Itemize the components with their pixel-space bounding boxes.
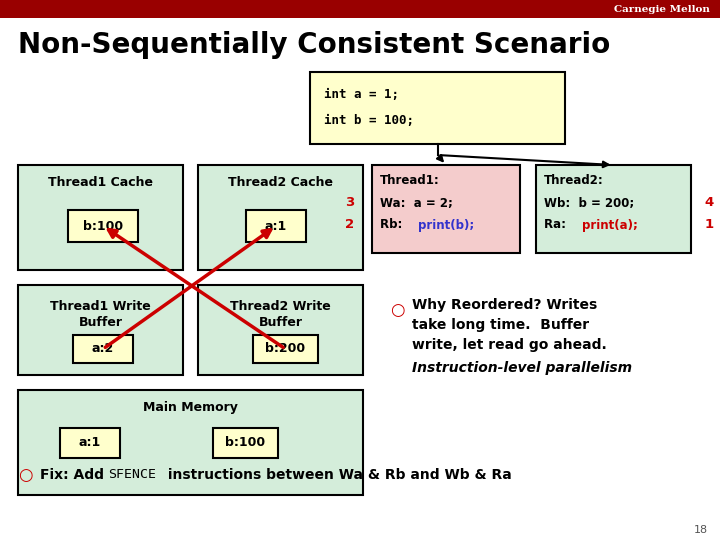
- Text: Thread1 Write: Thread1 Write: [50, 300, 151, 314]
- Bar: [310, 72, 565, 144]
- Text: 2: 2: [346, 219, 354, 232]
- Text: Thread2:: Thread2:: [544, 173, 604, 186]
- Text: 3: 3: [346, 197, 355, 210]
- Bar: [18, 285, 183, 375]
- Bar: [60, 428, 120, 458]
- Bar: [73, 335, 133, 363]
- Text: instructions between Wa & Rb and Wb & Ra: instructions between Wa & Rb and Wb & Ra: [163, 468, 512, 482]
- Text: a:1: a:1: [265, 219, 287, 233]
- Text: SFENCE: SFENCE: [108, 469, 156, 482]
- Text: Carnegie Mellon: Carnegie Mellon: [614, 4, 710, 14]
- Bar: [246, 210, 306, 242]
- Bar: [213, 428, 278, 458]
- Text: 4: 4: [704, 197, 714, 210]
- Text: Thread1:: Thread1:: [380, 173, 440, 186]
- Text: Fix: Add: Fix: Add: [40, 468, 109, 482]
- Text: write, let read go ahead.: write, let read go ahead.: [412, 338, 607, 352]
- Text: 18: 18: [694, 525, 708, 535]
- Bar: [372, 165, 520, 253]
- Bar: [68, 210, 138, 242]
- Text: ○: ○: [18, 466, 32, 484]
- Text: ○: ○: [390, 301, 405, 319]
- Text: Thread2 Write: Thread2 Write: [230, 300, 331, 314]
- Text: int b = 100;: int b = 100;: [324, 113, 414, 126]
- Bar: [18, 390, 363, 495]
- Bar: [18, 165, 183, 270]
- Text: Why Reordered? Writes: Why Reordered? Writes: [412, 298, 598, 312]
- Text: Thread1 Cache: Thread1 Cache: [48, 177, 153, 190]
- Text: Ra:: Ra:: [544, 219, 578, 232]
- Text: take long time.  Buffer: take long time. Buffer: [412, 318, 589, 332]
- Text: Buffer: Buffer: [78, 316, 122, 329]
- Text: Wa:  a = 2;: Wa: a = 2;: [380, 197, 453, 210]
- Bar: [198, 285, 363, 375]
- Text: Instruction-level parallelism: Instruction-level parallelism: [412, 361, 632, 375]
- Bar: [536, 165, 691, 253]
- Text: Non-Sequentially Consistent Scenario: Non-Sequentially Consistent Scenario: [18, 31, 611, 59]
- Bar: [253, 335, 318, 363]
- Bar: [198, 165, 363, 270]
- Text: Thread2 Cache: Thread2 Cache: [228, 177, 333, 190]
- Text: a:1: a:1: [79, 436, 101, 449]
- Text: print(b);: print(b);: [418, 219, 474, 232]
- Text: b:200: b:200: [266, 342, 305, 355]
- Bar: [0, 0, 720, 18]
- Text: a:2: a:2: [92, 342, 114, 355]
- Text: b:100: b:100: [83, 219, 123, 233]
- Text: 1: 1: [704, 219, 714, 232]
- Text: int a = 1;: int a = 1;: [324, 87, 399, 100]
- Text: Rb:: Rb:: [380, 219, 415, 232]
- Text: Buffer: Buffer: [258, 316, 302, 329]
- Text: Main Memory: Main Memory: [143, 402, 238, 415]
- Text: print(a);: print(a);: [582, 219, 638, 232]
- Text: b:100: b:100: [225, 436, 266, 449]
- Text: Wb:  b = 200;: Wb: b = 200;: [544, 197, 634, 210]
